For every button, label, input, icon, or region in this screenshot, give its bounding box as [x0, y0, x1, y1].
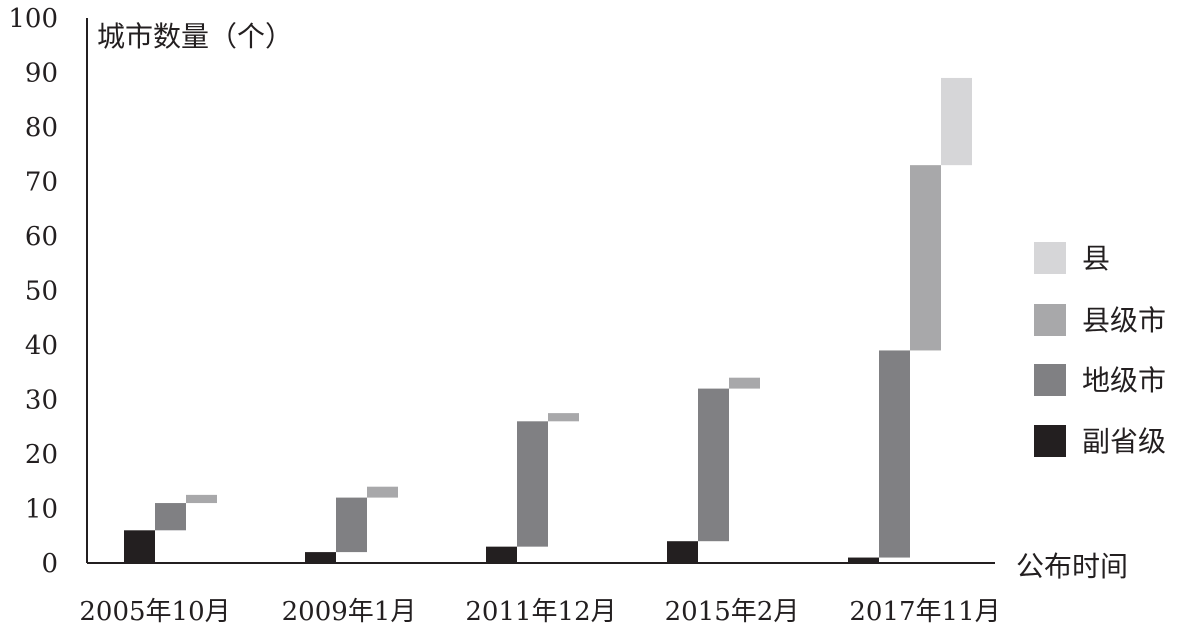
y-tick-label: 80 — [25, 113, 58, 143]
y-tick-label: 30 — [25, 386, 58, 416]
legend-swatch-县级市 — [1034, 304, 1066, 336]
bar-副省级-2011年12月 — [486, 547, 517, 563]
bar-县级市-2005年10月 — [186, 495, 217, 503]
x-category-label: 2017年11月 — [849, 597, 1000, 627]
y-tick-label: 70 — [25, 168, 58, 198]
y-axis-ticks: 0 10 20 30 40 50 60 70 80 90 100 — [8, 4, 58, 579]
y-tick-label: 90 — [25, 59, 58, 89]
x-category-label: 2015年2月 — [665, 597, 800, 627]
legend-label: 县 — [1082, 242, 1110, 275]
legend-label: 副省级 — [1082, 425, 1166, 458]
x-category-label: 2005年10月 — [79, 597, 230, 627]
bar-县-2017年11月 — [941, 78, 972, 165]
category-labels: 2005年10月 2009年1月 2011年12月 2015年2月 2017年11月 — [79, 597, 1000, 627]
x-category-label: 2011年12月 — [465, 597, 616, 627]
legend-swatch-地级市 — [1034, 364, 1066, 396]
legend-label: 地级市 — [1082, 364, 1166, 397]
bar-地级市-2011年12月 — [517, 421, 548, 546]
bar-县级市-2011年12月 — [548, 413, 579, 421]
bar-县级市-2015年2月 — [729, 378, 760, 389]
bar-地级市-2005年10月 — [155, 503, 186, 530]
y-tick-label: 50 — [25, 277, 58, 307]
legend-swatch-县 — [1034, 242, 1066, 274]
y-axis-title: 城市数量（个） — [97, 20, 293, 53]
y-tick-label: 20 — [25, 440, 58, 470]
y-tick-label: 10 — [25, 495, 58, 525]
bar-副省级-2017年11月 — [848, 558, 879, 563]
y-tick-label: 40 — [25, 331, 58, 361]
y-tick-label: 0 — [41, 549, 58, 579]
legend-label: 县级市 — [1082, 304, 1166, 337]
y-tick-label: 100 — [8, 4, 58, 34]
bar-副省级-2009年1月 — [305, 552, 336, 563]
bar-地级市-2009年1月 — [336, 498, 367, 552]
bar-group — [124, 78, 972, 563]
bar-副省级-2015年2月 — [667, 541, 698, 563]
bar-副省级-2005年10月 — [124, 530, 155, 563]
x-category-label: 2009年1月 — [282, 597, 417, 627]
bar-地级市-2015年2月 — [698, 389, 729, 542]
x-axis-title: 公布时间 — [1016, 550, 1128, 583]
bar-地级市-2017年11月 — [879, 350, 910, 557]
bar-县级市-2009年1月 — [367, 487, 398, 498]
legend-swatch-副省级 — [1034, 425, 1066, 457]
bar-县级市-2017年11月 — [910, 165, 941, 350]
y-tick-label: 60 — [25, 222, 58, 252]
